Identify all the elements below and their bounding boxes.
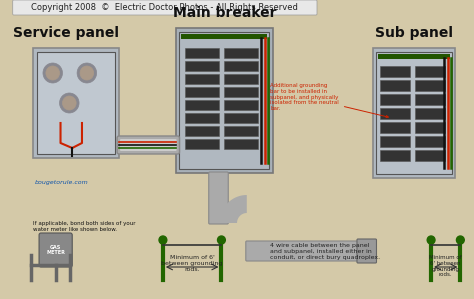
Bar [224,61,258,71]
Bar [380,108,410,119]
Circle shape [43,63,63,83]
Bar [180,32,269,169]
Bar [185,87,219,97]
Circle shape [46,66,60,80]
Text: Sub panel: Sub panel [375,26,453,40]
FancyBboxPatch shape [246,241,374,261]
FancyBboxPatch shape [357,239,376,263]
Bar [185,48,219,58]
Bar [380,122,410,133]
Bar [224,48,258,58]
Bar [380,150,410,161]
FancyBboxPatch shape [13,0,317,15]
Bar [185,74,219,84]
Bar [416,108,445,119]
Text: bougetorule.com: bougetorule.com [35,180,89,185]
Bar [185,126,219,136]
Text: Minimum of
6' between
grounding
rods.: Minimum of 6' between grounding rods. [429,255,462,277]
Bar [376,52,452,174]
Bar [37,52,115,154]
Text: 4 wire cable between the panel
and subpanel, installed either in
conduit, or dir: 4 wire cable between the panel and subpa… [270,243,380,260]
Bar [224,113,258,123]
Circle shape [60,93,79,113]
FancyBboxPatch shape [120,139,177,151]
Text: If applicable, bond both sides of your
water meter like shown below.: If applicable, bond both sides of your w… [33,221,136,232]
Circle shape [63,96,76,110]
Text: GAS
METER: GAS METER [46,245,65,255]
Bar [185,61,219,71]
Bar [185,139,219,149]
Bar [378,54,450,59]
Circle shape [159,236,167,244]
Bar [416,94,445,105]
Bar [373,48,456,178]
Bar [416,122,445,133]
Bar [224,139,258,149]
Bar [185,100,219,110]
Circle shape [77,63,97,83]
Bar [224,126,258,136]
Bar [224,100,258,110]
Bar [380,136,410,147]
Circle shape [218,236,225,244]
FancyBboxPatch shape [117,136,180,154]
Text: Main breaker: Main breaker [173,6,276,20]
Bar [416,66,445,77]
Text: Copyright 2008  ©  Electric Doctor Photos - All Rights Reserved: Copyright 2008 © Electric Doctor Photos … [31,4,298,13]
Circle shape [427,236,435,244]
Bar [380,66,410,77]
Text: Additional grounding
bar to be installed in
subpanel, and physically
isolated fr: Additional grounding bar to be installed… [270,83,388,118]
Text: Minimum of 6'
between grounding
rods.: Minimum of 6' between grounding rods. [162,255,223,271]
Bar [182,34,267,39]
Circle shape [456,236,464,244]
Bar [416,150,445,161]
Bar [224,74,258,84]
Bar [380,94,410,105]
Polygon shape [219,195,247,223]
FancyBboxPatch shape [39,233,72,267]
Bar [33,48,119,158]
Bar [380,80,410,91]
Circle shape [80,66,94,80]
Bar [185,113,219,123]
Bar [416,80,445,91]
Bar [416,136,445,147]
Bar [175,28,273,173]
FancyBboxPatch shape [209,172,228,224]
Bar [224,87,258,97]
Text: Service panel: Service panel [13,26,119,40]
